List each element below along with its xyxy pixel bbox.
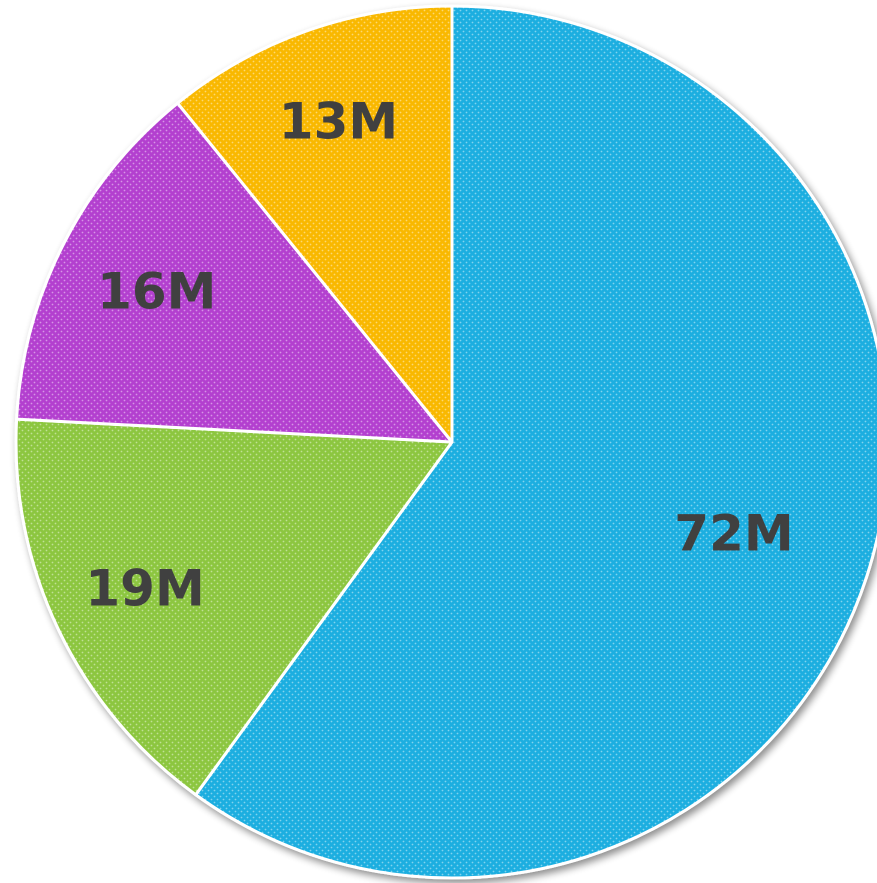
pie-label-13m: 13M bbox=[279, 92, 398, 150]
pie-label-72m: 72M bbox=[674, 505, 793, 563]
pie-labels: 72M 19M 16M 13M bbox=[85, 92, 793, 617]
pie-slice-texture-19m bbox=[16, 419, 452, 795]
pie-label-16m: 16M bbox=[97, 263, 216, 321]
pie-label-19m: 19M bbox=[85, 559, 204, 617]
pie-slice-texture-72m bbox=[195, 6, 877, 878]
pie-slice-texture-13m bbox=[177, 6, 452, 442]
pie-slices bbox=[14, 4, 877, 880]
pie-slice-texture-16m bbox=[16, 103, 452, 442]
